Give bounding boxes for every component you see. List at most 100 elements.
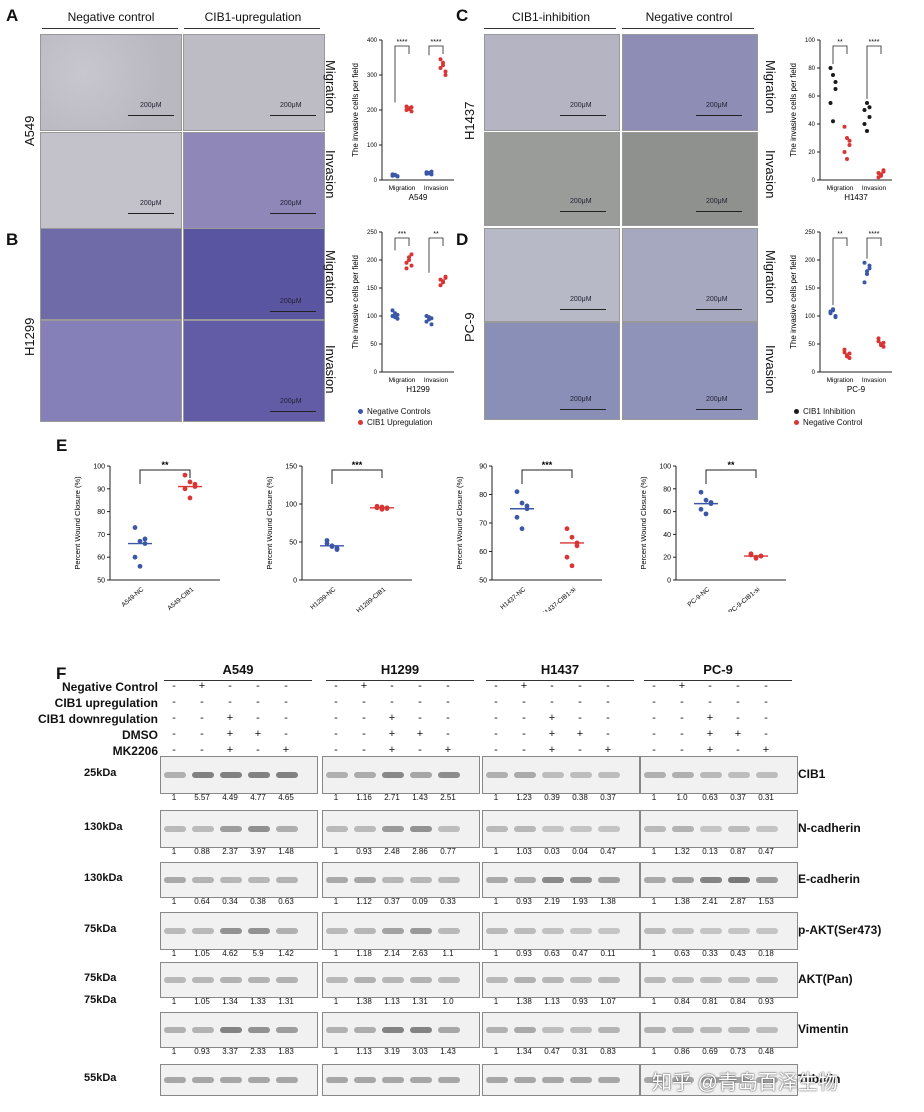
densitometry-value: 1.83 — [278, 1047, 294, 1056]
cell-line-header: H1299 — [380, 662, 420, 677]
scale-bar — [560, 211, 606, 212]
condition-sign: + — [360, 680, 368, 692]
header-underline — [184, 28, 320, 29]
cell-line-underline — [164, 680, 312, 681]
densitometry-value: 0.13 — [702, 847, 718, 856]
data-point — [833, 80, 838, 84]
densitometry-value: 0.93 — [758, 997, 774, 1006]
blot-band — [514, 772, 536, 778]
blot-strip — [322, 862, 480, 898]
condition-sign: - — [200, 696, 204, 708]
data-point — [519, 500, 525, 506]
blot-band — [248, 826, 270, 832]
blot-band — [438, 826, 460, 832]
densitometry-value: 1 — [171, 949, 177, 958]
micrograph-pc9-inh-invasion — [484, 322, 620, 420]
densitometry-value: 1 — [493, 897, 499, 906]
densitometry-value: 1 — [171, 793, 177, 802]
y-tick-label: 50 — [479, 578, 487, 585]
y-tick-label: 150 — [805, 286, 816, 292]
blot-band — [410, 977, 432, 983]
y-axis-label: The invasive cells per field — [351, 255, 360, 349]
scale-bar — [270, 213, 316, 214]
densitometry-value: 1.93 — [572, 897, 588, 906]
data-point — [569, 563, 575, 569]
blot-band — [438, 877, 460, 883]
y-axis-label: The invasive cells per field — [789, 255, 798, 349]
blot-band — [220, 1077, 242, 1083]
blot-band — [382, 772, 404, 778]
blot-band — [598, 1027, 620, 1033]
scale-bar-label: 200μM — [140, 102, 162, 109]
kda-label: 75kDa — [84, 972, 117, 984]
y-tick-label: 60 — [663, 509, 671, 516]
blot-band — [486, 877, 508, 883]
data-point — [698, 489, 704, 495]
blot-band — [410, 928, 432, 934]
blot-band — [248, 1077, 270, 1083]
y-axis-label: Percent Wound Closure (%) — [73, 476, 82, 570]
blot-strip — [482, 1064, 640, 1096]
densitometry-value: 1 — [651, 897, 657, 906]
condition-sign: + — [388, 728, 396, 740]
condition-sign: - — [200, 728, 204, 740]
condition-sign: + — [254, 728, 262, 740]
data-point — [867, 266, 872, 271]
y-tick-label: 80 — [663, 486, 671, 493]
y-axis-label: The invasive cells per field — [351, 63, 360, 157]
significance-label: ** — [161, 460, 169, 470]
kda-label: 25kDa — [84, 767, 117, 779]
header-cib1-upregulation: CIB1-upregulation — [204, 10, 302, 24]
y-tick-label: 300 — [367, 73, 378, 79]
blot-band — [598, 1077, 620, 1083]
densitometry-value: 1 — [651, 1047, 657, 1056]
kda-label: 75kDa — [84, 923, 117, 935]
densitometry-value: 0.38 — [250, 897, 266, 906]
densitometry-value: 1 — [651, 793, 657, 802]
blot-band — [248, 877, 270, 883]
data-point — [867, 115, 872, 119]
blot-band — [644, 877, 666, 883]
densitometry-value: 0.18 — [758, 949, 774, 958]
legend-dot — [358, 409, 363, 414]
densitometry-value: 4.77 — [250, 793, 266, 802]
data-point — [831, 307, 835, 312]
cell-line-header: H1437 — [540, 662, 580, 677]
data-point — [390, 308, 395, 313]
data-point — [407, 255, 411, 260]
condition-sign: - — [578, 712, 582, 724]
scale-bar — [696, 309, 742, 310]
header-cib1-inhibition: CIB1-inhibition — [511, 10, 591, 24]
densitometry-value: 1.42 — [278, 949, 294, 958]
y-tick-label: 60 — [808, 94, 815, 100]
data-point — [698, 506, 704, 512]
densitometry-value: 0.11 — [600, 949, 616, 958]
blot-strip — [160, 912, 318, 950]
blot-band — [486, 1077, 508, 1083]
densitometry-value: 1 — [493, 949, 499, 958]
blot-band — [700, 1027, 722, 1033]
blot-band — [248, 977, 270, 983]
condition-sign: + — [226, 712, 234, 724]
data-point — [395, 174, 400, 179]
blot-band — [644, 826, 666, 832]
legend-cib1-upregulation: CIB1 Upregulation — [367, 418, 433, 427]
densitometry-value: 1.43 — [440, 1047, 456, 1056]
blot-band — [164, 772, 186, 778]
panel-label-b: B — [6, 230, 19, 249]
densitometry-value: 0.39 — [544, 793, 560, 802]
x-tick-label: Invasion — [424, 377, 449, 384]
data-point — [424, 314, 429, 318]
data-point — [441, 63, 445, 68]
data-point — [881, 168, 886, 173]
densitometry-value: 1.13 — [384, 997, 400, 1006]
significance-bracket — [428, 45, 444, 56]
y-tick-label: 70 — [97, 532, 105, 539]
condition-sign: - — [578, 696, 582, 708]
x-tick-label: Invasion — [862, 185, 887, 192]
blot-band — [728, 977, 750, 983]
blot-band — [756, 826, 778, 832]
data-point — [438, 57, 443, 62]
data-point — [703, 511, 709, 517]
